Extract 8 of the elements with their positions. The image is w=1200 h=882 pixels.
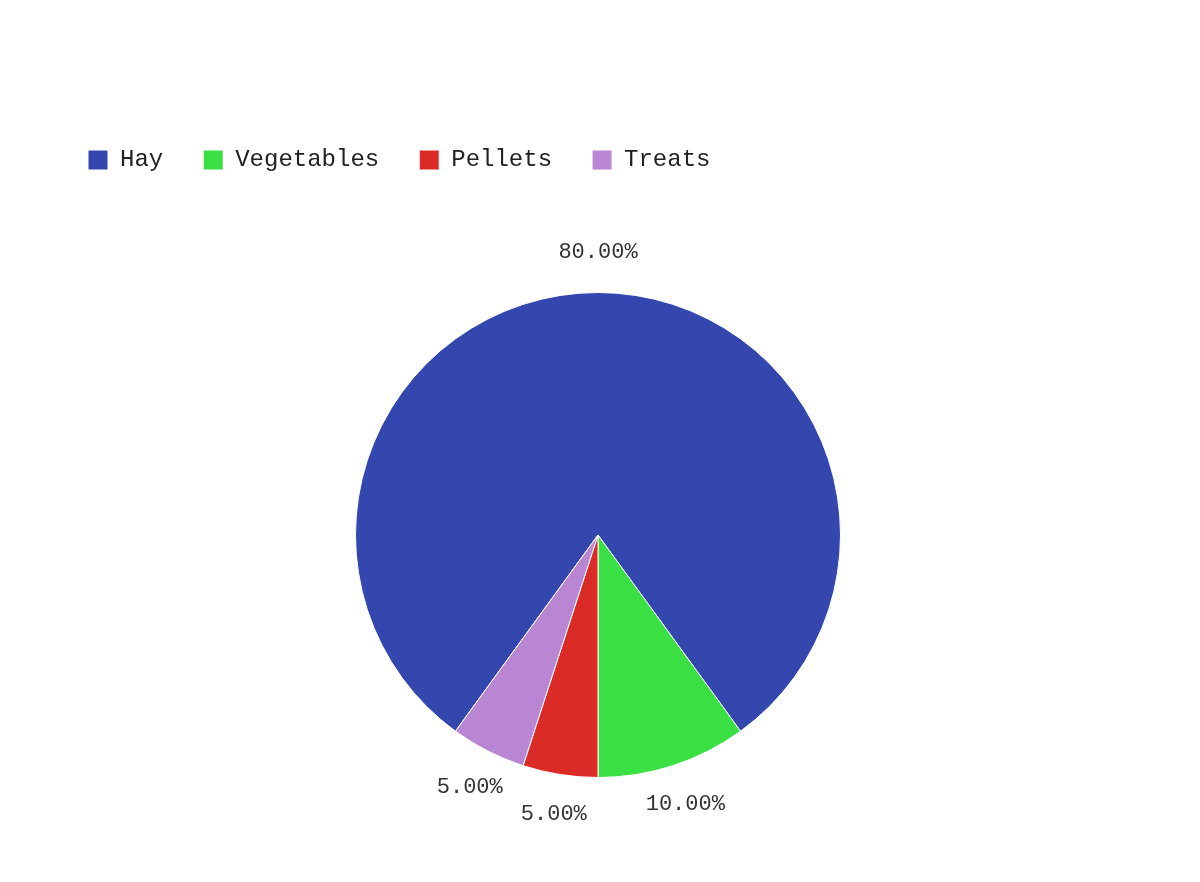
legend-label: Treats: [624, 146, 711, 174]
data-label: 5.00%: [436, 774, 504, 800]
legend-label: Pellets: [451, 146, 553, 174]
data-label: 80.00%: [558, 240, 639, 266]
legend-label: Hay: [120, 146, 164, 174]
data-label: 5.00%: [520, 801, 588, 827]
data-label: 10.00%: [645, 791, 726, 817]
legend-label: Vegetables: [235, 146, 380, 174]
